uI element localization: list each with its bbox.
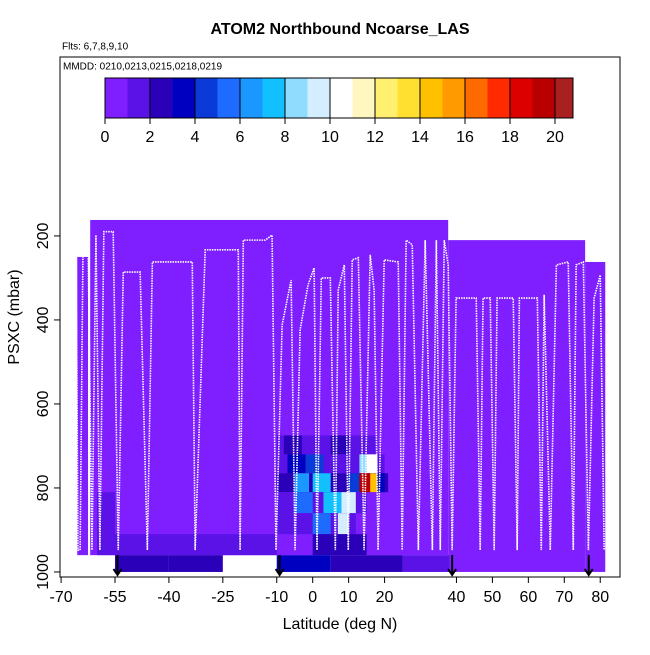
colorbar-tick-label: 0 (101, 129, 110, 146)
cell (585, 261, 606, 572)
marker-head (583, 568, 594, 577)
y-tick-label: 400 (35, 306, 52, 333)
x-tick-label: -70 (50, 589, 73, 606)
marker-arrow (112, 555, 123, 577)
cell (337, 513, 349, 535)
colorbar-swatch (307, 78, 330, 118)
colorbar-swatch (150, 78, 173, 118)
cell (377, 473, 385, 493)
colorbar-swatch (105, 78, 128, 118)
cell (370, 473, 378, 493)
flight-track (75, 230, 605, 551)
y-tick-label: 800 (35, 475, 52, 502)
colorbar-swatch (285, 78, 308, 118)
x-tick-label: 50 (484, 589, 502, 606)
colorbar-tick-label: 12 (366, 129, 384, 146)
y-tick-label: 600 (35, 391, 52, 418)
colorbar-swatch (217, 78, 240, 118)
y-axis-label: PSXC (mbar) (6, 269, 23, 364)
x-tick-label: -25 (211, 589, 234, 606)
colorbar-swatch (352, 78, 375, 118)
cell (341, 492, 356, 514)
colorbar-tick-label: 2 (146, 129, 155, 146)
chart-title: ATOM2 Northbound Ncoarse_LAS (211, 21, 470, 38)
colorbar-tick-label: 4 (191, 129, 200, 146)
cell (114, 555, 169, 572)
x-tick-label: 80 (591, 589, 609, 606)
colorbar-tick-label: 16 (456, 129, 474, 146)
y-tick-label: 200 (35, 222, 52, 249)
x-tick-label: 10 (340, 589, 358, 606)
colorbar-swatch (172, 78, 195, 118)
x-tick-label: 40 (448, 589, 466, 606)
colorbar-tick-label: 10 (321, 129, 339, 146)
marker-head (112, 568, 123, 577)
cell (330, 555, 403, 572)
marker-head (447, 568, 457, 577)
x-tick-label: -10 (265, 589, 288, 606)
y-tick-label: 1000 (35, 554, 52, 590)
colorbar-swatch (195, 78, 218, 118)
colorbar-swatch (532, 78, 555, 118)
cell (276, 555, 331, 572)
colorbar-tick-label: 18 (501, 129, 519, 146)
cell (359, 454, 367, 474)
cell (348, 473, 360, 493)
cell (168, 555, 223, 572)
marker-arrow (274, 555, 285, 577)
x-tick-label: -55 (103, 589, 126, 606)
annotation: MMDD: 0210,0213,0215,0218,0219 (63, 62, 222, 73)
cell (402, 555, 450, 572)
colorbar-swatch (465, 78, 488, 118)
colorbar-tick-label: 20 (546, 129, 564, 146)
cell (287, 454, 306, 474)
x-tick-label: 20 (376, 589, 394, 606)
x-axis-label: Latitude (deg N) (283, 616, 398, 633)
colorbar-swatch (442, 78, 465, 118)
colorbar-swatch (397, 78, 420, 118)
colorbar-tick-label: 14 (411, 129, 429, 146)
cell (90, 219, 449, 556)
colorbar-swatch (420, 78, 443, 118)
colorbar-swatch (487, 78, 510, 118)
cell (305, 454, 324, 474)
marker-arrow (447, 555, 457, 577)
cell (323, 492, 342, 514)
cell (77, 256, 89, 556)
colorbar-tick-label: 8 (281, 129, 290, 146)
cell (312, 534, 367, 556)
colorbar-swatch (330, 78, 353, 118)
x-tick-label: 0 (308, 589, 317, 606)
annotation: Flts: 6,7,8,9,10 (62, 42, 129, 53)
cell (294, 492, 313, 514)
x-tick-label: 60 (519, 589, 537, 606)
colorbar-swatch (127, 78, 150, 118)
colorbar-swatch (262, 78, 285, 118)
cell (312, 513, 331, 535)
x-tick-label: -40 (157, 589, 180, 606)
cell (366, 454, 378, 474)
cell (312, 473, 331, 493)
colorbar-swatch (510, 78, 533, 118)
cell (294, 473, 310, 493)
colorbar-swatch (555, 78, 573, 118)
marker-head (274, 568, 285, 577)
colorbar-swatch (240, 78, 263, 118)
colorbar-swatch (375, 78, 398, 118)
cell (330, 435, 349, 455)
cell (97, 492, 115, 556)
x-tick-label: 70 (555, 589, 573, 606)
plot-frame (59, 56, 621, 578)
colorbar-tick-label: 6 (236, 129, 245, 146)
marker-arrow (583, 555, 594, 577)
